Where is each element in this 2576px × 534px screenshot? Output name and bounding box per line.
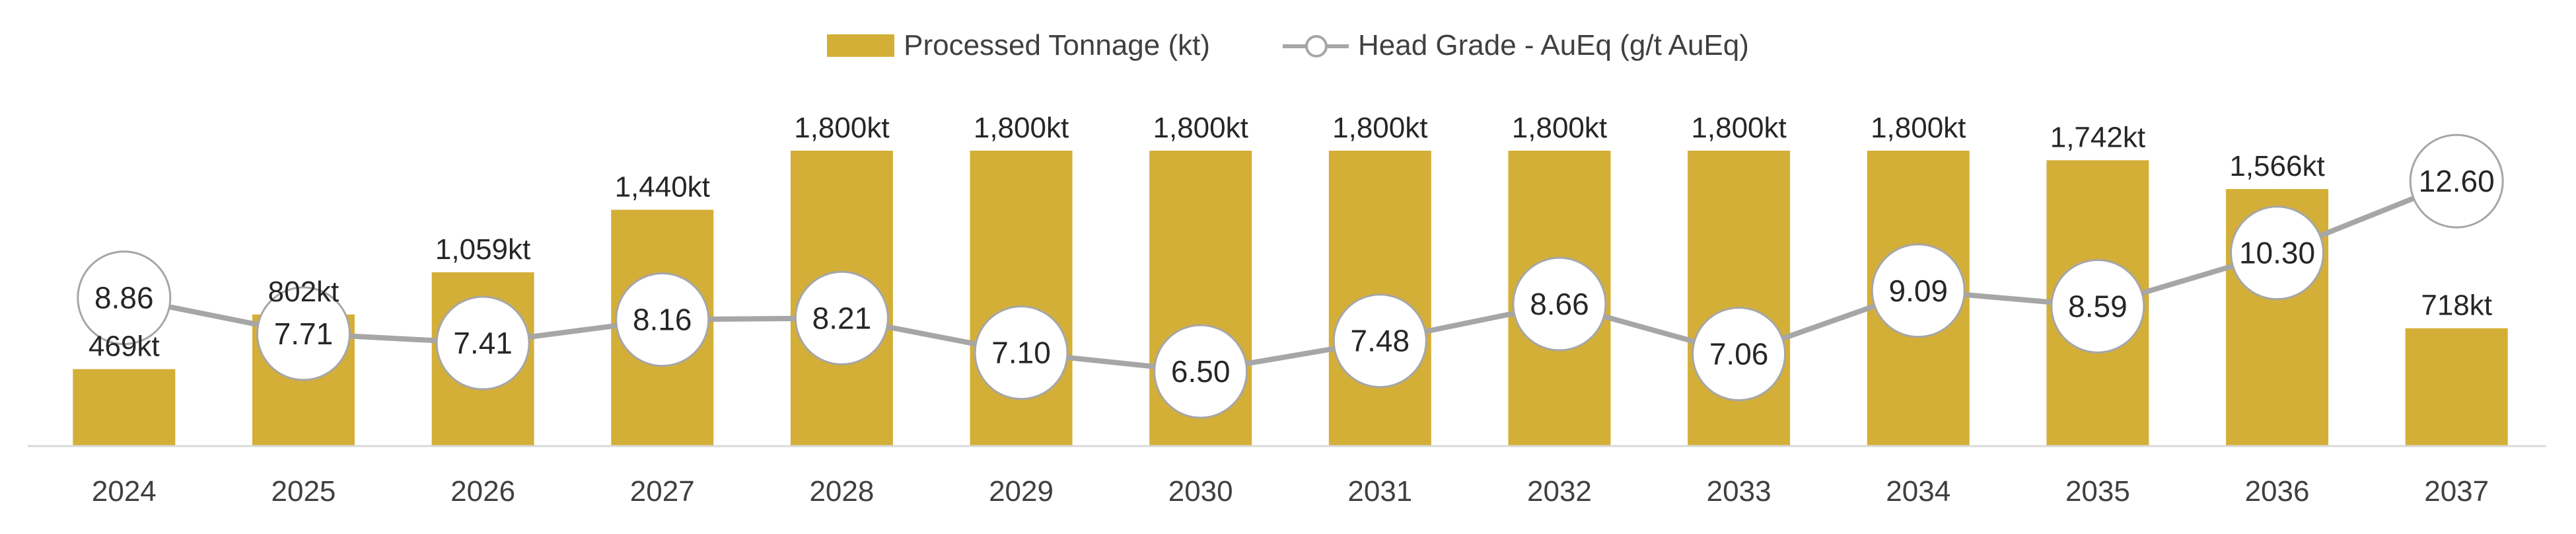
bar-label-2025: 802kt — [268, 276, 340, 308]
x-tick-2033: 2033 — [1707, 475, 1771, 508]
bar-label-2036: 1,566kt — [2229, 150, 2324, 182]
bar-label-2024: 469kt — [89, 330, 160, 363]
bar-label-2035: 1,742kt — [2050, 121, 2145, 153]
head-grade-marker-2031 — [1332, 293, 1427, 389]
head-grade-marker-2030 — [1153, 324, 1248, 419]
head-grade-label-2034: 9.09 — [1888, 274, 1948, 308]
bar-label-2037: 718kt — [2421, 289, 2492, 322]
legend-item-head-grade: Head Grade - AuEq (g/t AuEq) — [1282, 29, 1749, 62]
head-grade-marker-2033 — [1692, 307, 1787, 402]
head-grade-marker-2028 — [794, 270, 889, 365]
x-tick-2028: 2028 — [809, 475, 874, 508]
bar-label-2031: 1,800kt — [1332, 112, 1427, 144]
x-tick-2032: 2032 — [1527, 475, 1592, 508]
head-grade-label-2025: 7.71 — [274, 317, 334, 351]
x-tick-2025: 2025 — [271, 475, 336, 508]
bar-label-2028: 1,800kt — [794, 112, 889, 144]
x-tick-2027: 2027 — [630, 475, 695, 508]
head-grade-marker-2027 — [615, 272, 710, 367]
bar-2033 — [1688, 151, 1791, 446]
bar-2029 — [970, 151, 1073, 446]
chart-legend: Processed Tonnage (kt) Head Grade - AuEq… — [0, 29, 2576, 62]
head-grade-marker-2035 — [2050, 258, 2145, 354]
bar-label-2030: 1,800kt — [1153, 112, 1248, 144]
head-grade-label-2031: 7.48 — [1351, 324, 1410, 358]
x-tick-2037: 2037 — [2424, 475, 2489, 508]
head-grade-marker-2029 — [974, 305, 1069, 400]
bar-value-labels: 469kt 802kt 1,059kt 1,440kt 1,800kt 1,800kt 1,… — [89, 112, 2492, 363]
head-grade-label-2037: 12.60 — [2419, 164, 2495, 198]
x-tick-2031: 2031 — [1347, 475, 1412, 508]
head-grade-marker-2036 — [2230, 206, 2325, 301]
legend-item-tonnage: Processed Tonnage (kt) — [827, 29, 1210, 62]
head-grade-label-2027: 8.16 — [633, 303, 692, 337]
bar-label-2026: 1,059kt — [435, 233, 530, 266]
x-tick-2026: 2026 — [450, 475, 515, 508]
bar-label-2032: 1,800kt — [1512, 112, 1607, 144]
x-tick-2029: 2029 — [989, 475, 1054, 508]
x-tick-2024: 2024 — [92, 475, 157, 508]
legend-label-head-grade: Head Grade - AuEq (g/t AuEq) — [1357, 29, 1749, 61]
head-grade-label-2028: 8.21 — [812, 301, 872, 335]
x-tick-2035: 2035 — [2065, 475, 2130, 508]
head-grade-marker-2026 — [435, 295, 530, 391]
bar-label-2029: 1,800kt — [974, 112, 1069, 144]
head-grade-label-2024: 8.86 — [94, 281, 154, 315]
head-grade-marker-2024 — [77, 250, 172, 346]
line-series: 8.86 7.71 7.41 8.16 8.21 7.10 6.50 7.48 8.66 7.06… — [77, 134, 2504, 419]
bar-2024 — [73, 369, 176, 446]
bar-2037 — [2405, 328, 2508, 446]
head-grade-marker-2034 — [1871, 243, 1966, 338]
head-grade-label-2036: 10.30 — [2239, 236, 2315, 270]
legend-swatch-bar — [827, 34, 895, 57]
bar-label-2033: 1,800kt — [1691, 112, 1786, 144]
head-grade-label-2026: 7.41 — [453, 326, 513, 360]
head-grade-marker-2025 — [256, 286, 351, 381]
legend-label-tonnage: Processed Tonnage (kt) — [904, 29, 1210, 61]
head-grade-label-2029: 7.10 — [991, 336, 1051, 370]
head-grade-label-2030: 6.50 — [1171, 354, 1231, 389]
head-grade-label-2035: 8.59 — [2068, 289, 2128, 323]
head-grade-label-2033: 7.06 — [1709, 337, 1769, 371]
bar-label-2034: 1,800kt — [1871, 112, 1966, 144]
legend-swatch-line — [1282, 34, 1349, 57]
head-grade-label-2032: 8.66 — [1530, 287, 1589, 321]
x-tick-2034: 2034 — [1886, 475, 1950, 508]
head-grade-marker-2032 — [1512, 256, 1607, 352]
x-tick-2036: 2036 — [2245, 475, 2310, 508]
x-tick-2030: 2030 — [1168, 475, 1233, 508]
x-axis-tick-labels: 2024 2025 2026 2027 2028 2029 2030 2031 2032 2033… — [92, 475, 2489, 508]
bar-label-2027: 1,440kt — [615, 171, 710, 203]
head-grade-marker-2037 — [2409, 134, 2504, 229]
